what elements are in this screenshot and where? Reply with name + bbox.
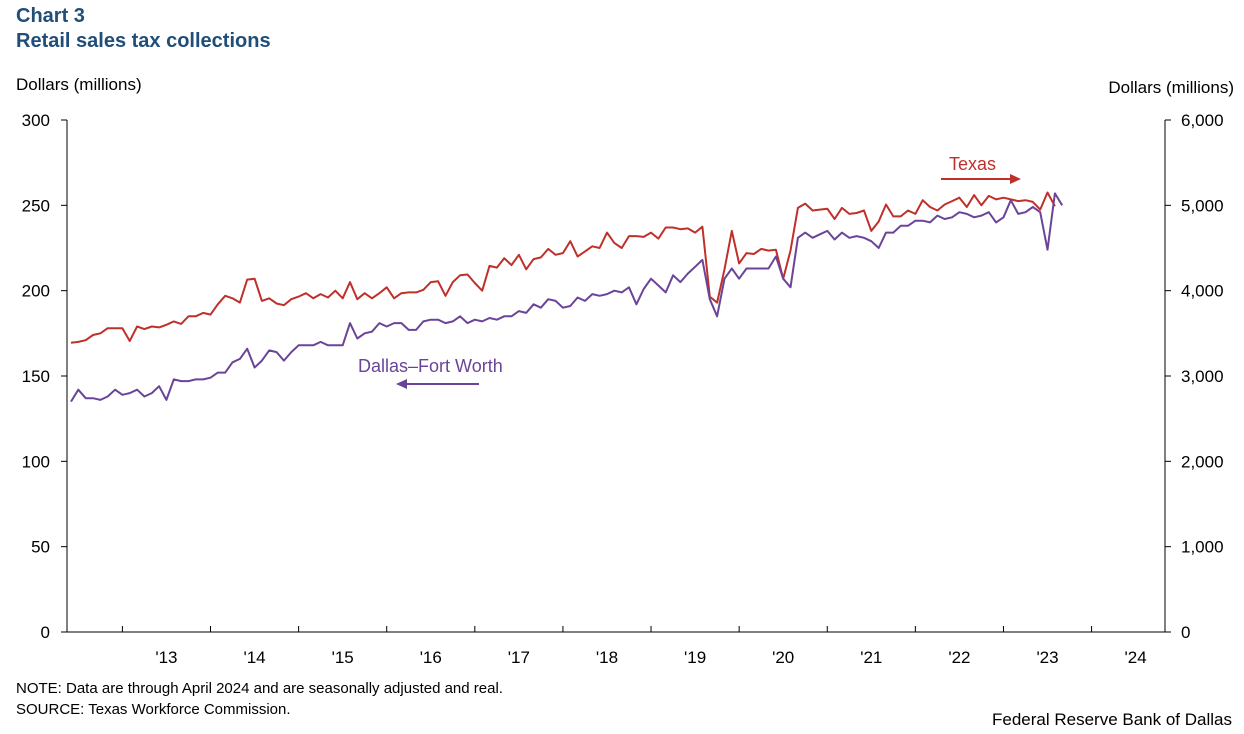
texas-series-line <box>70 191 1056 344</box>
right-tick-label: 0 <box>1181 623 1190 642</box>
source-text: SOURCE: Texas Workforce Commission. <box>16 701 291 718</box>
note-text: NOTE: Data are through April 2024 and ar… <box>16 680 503 697</box>
x-tick-label: '16 <box>420 648 442 667</box>
right-tick-label: 6,000 <box>1181 111 1224 130</box>
x-tick-label: '22 <box>948 648 970 667</box>
x-tick-label: '20 <box>772 648 794 667</box>
dfw-arrow-head <box>396 379 407 389</box>
chart-number: Chart 3 <box>16 5 85 27</box>
right-tick-label: 1,000 <box>1181 538 1224 557</box>
x-tick-label: '14 <box>243 648 265 667</box>
left-tick-label: 300 <box>22 111 50 130</box>
dfw-series-label: Dallas–Fort Worth <box>358 356 503 376</box>
left-tick-label: 200 <box>22 282 50 301</box>
left-tick-label: 150 <box>22 367 50 386</box>
footer-notes: NOTE: Data are through April 2024 and ar… <box>16 678 503 720</box>
right-tick-label: 4,000 <box>1181 282 1224 301</box>
texas-series-label: Texas <box>949 154 996 174</box>
credit-text: Federal Reserve Bank of Dallas <box>991 710 1232 729</box>
right-tick-label: 3,000 <box>1181 367 1224 386</box>
x-tick-label: '19 <box>684 648 706 667</box>
left-tick-label: 100 <box>22 452 50 471</box>
title-block: Chart 3 Retail sales tax collections <box>16 4 271 54</box>
x-tick-label: '17 <box>508 648 530 667</box>
x-tick-label: '15 <box>332 648 354 667</box>
x-tick-label: '21 <box>860 648 882 667</box>
right-tick-label: 2,000 <box>1181 452 1224 471</box>
left-tick-label: 50 <box>31 538 50 557</box>
x-tick-label: '23 <box>1036 648 1058 667</box>
dfw-series-line <box>70 192 1064 403</box>
right-tick-label: 5,000 <box>1181 196 1224 215</box>
x-tick-label: '13 <box>155 648 177 667</box>
chart-title: Retail sales tax collections <box>16 30 271 52</box>
left-axis-label: Dollars (millions) <box>16 75 142 94</box>
right-axis-label: Dollars (millions) <box>1108 78 1234 97</box>
x-tick-label: '24 <box>1125 648 1147 667</box>
left-tick-label: 0 <box>41 623 50 642</box>
left-tick-label: 250 <box>22 196 50 215</box>
texas-arrow-head <box>1010 174 1021 184</box>
x-tick-label: '18 <box>596 648 618 667</box>
